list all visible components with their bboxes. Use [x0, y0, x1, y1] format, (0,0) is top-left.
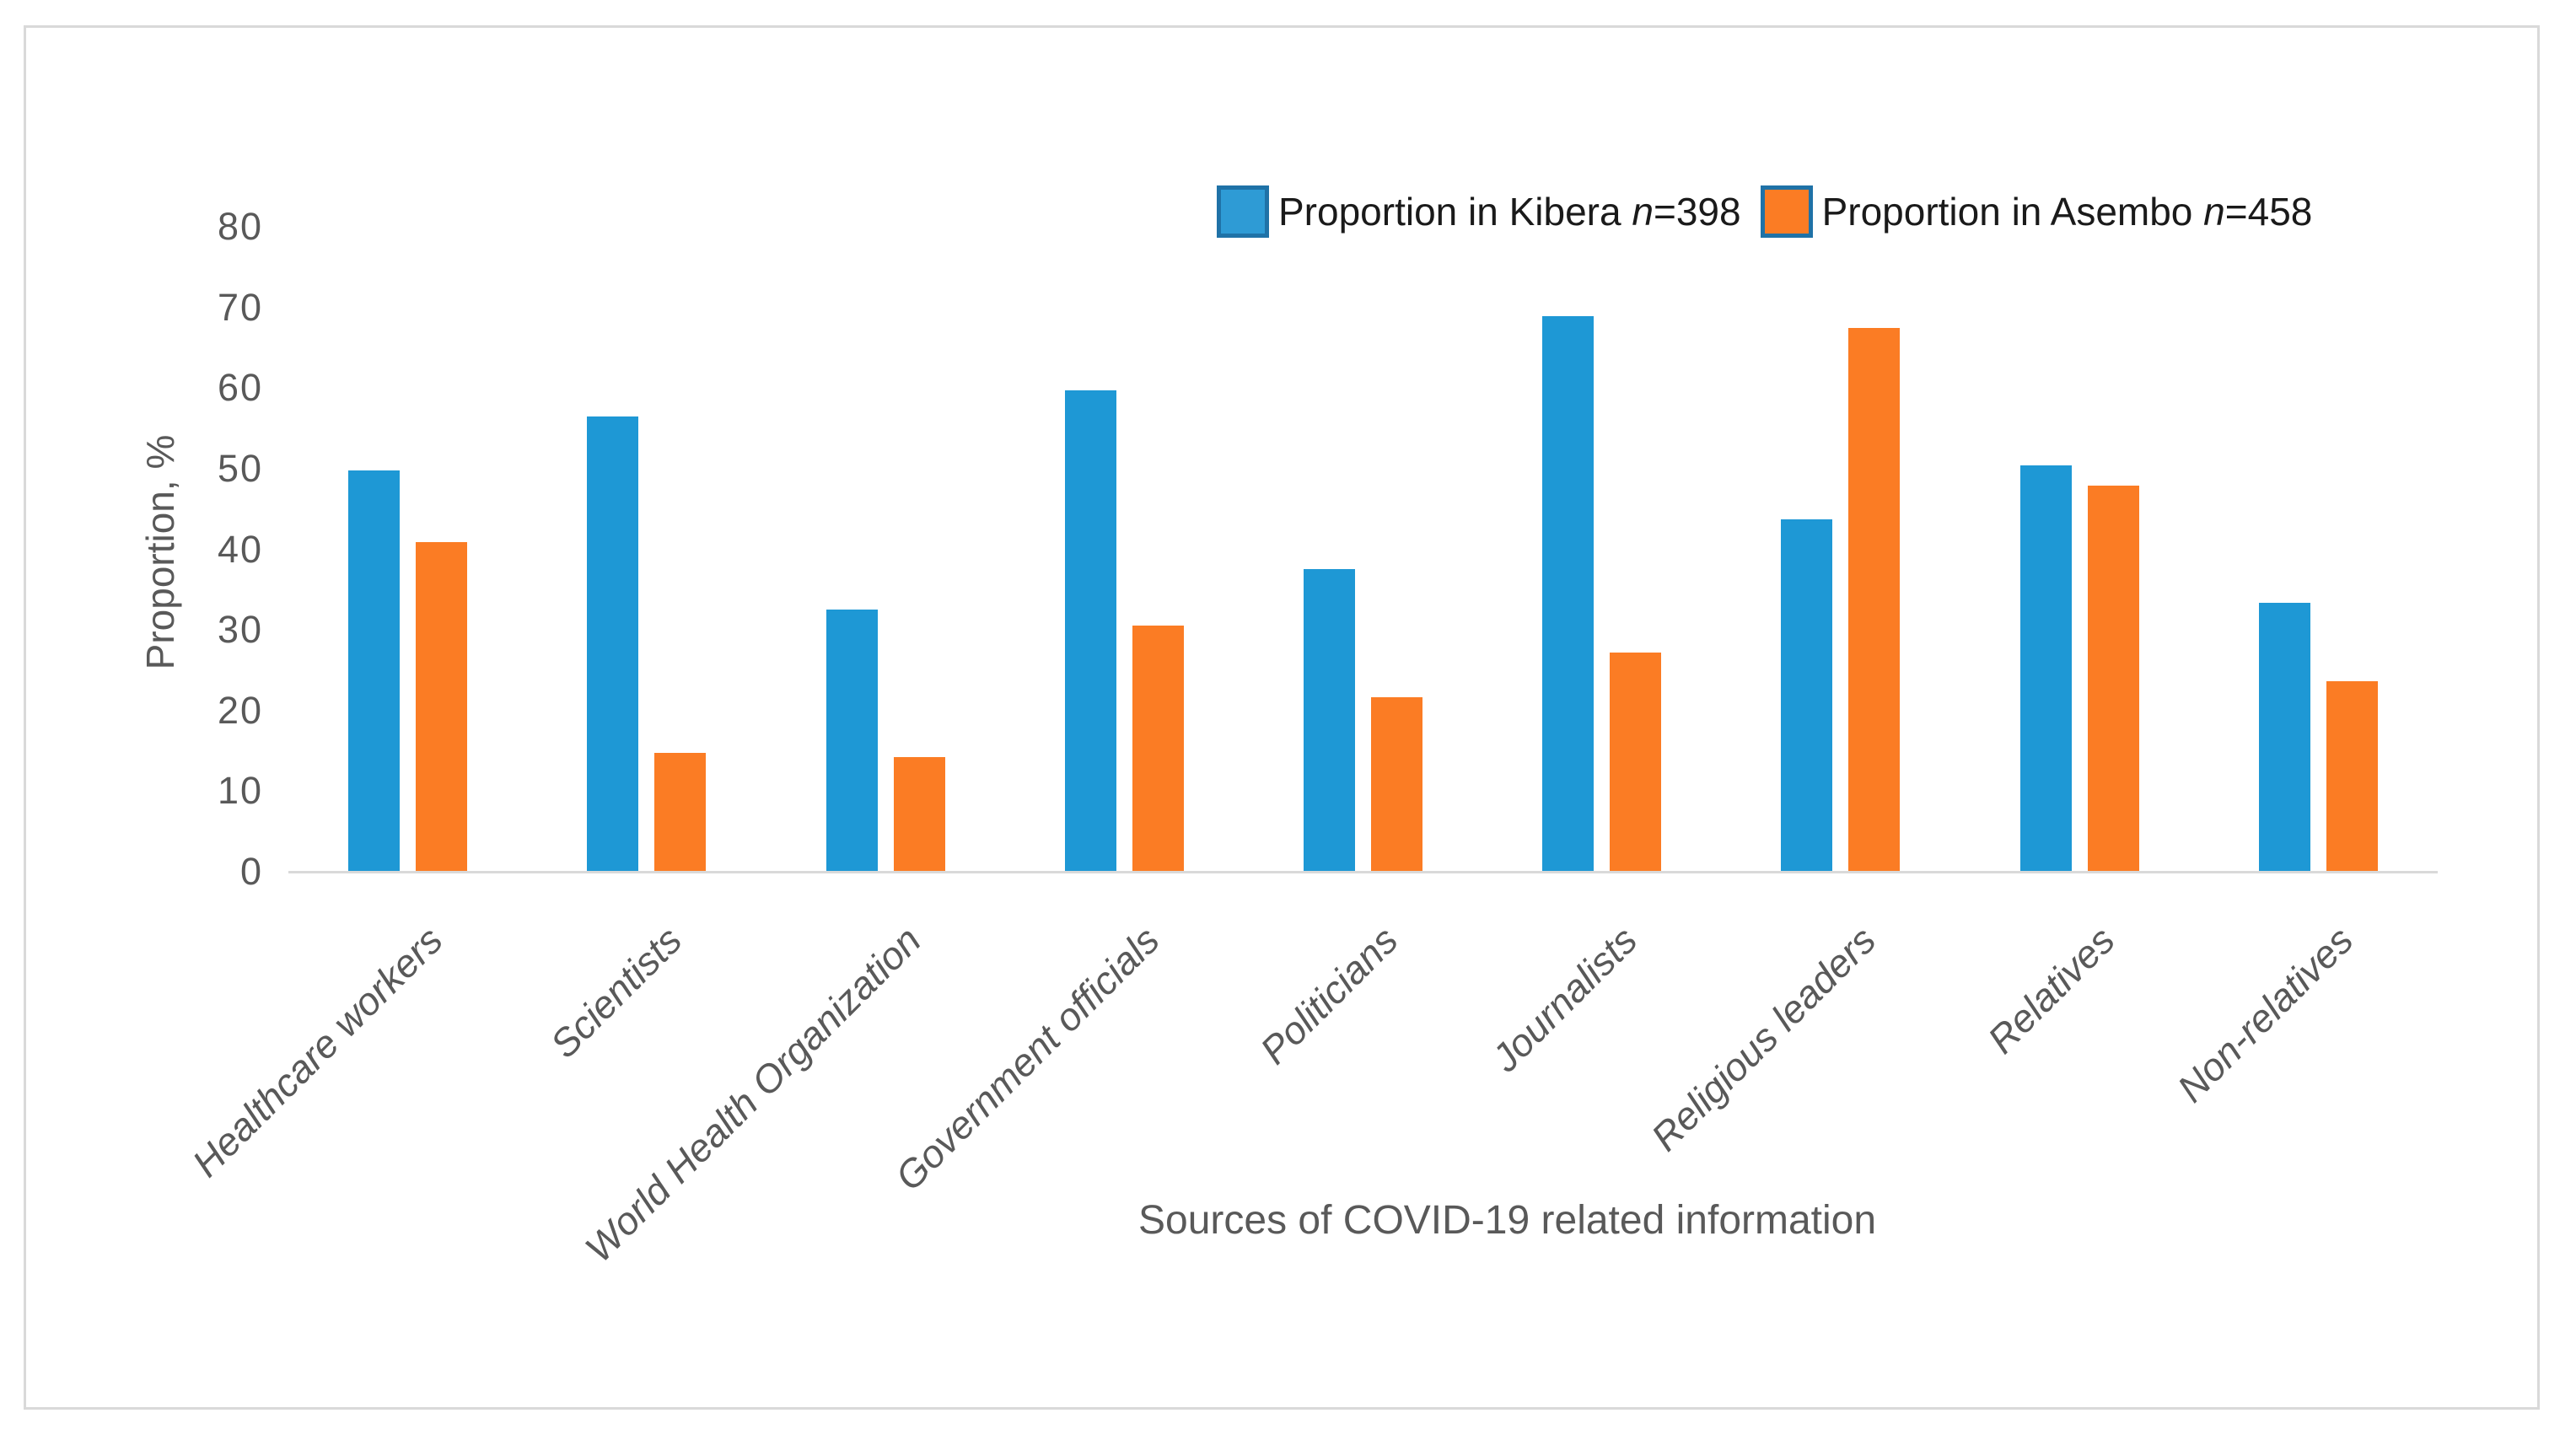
legend-label-asembo: Proportion in Asembo n=458 — [1821, 190, 2313, 234]
bar-kibera-healthcare-workers — [348, 470, 401, 871]
legend-swatch-asembo — [1760, 185, 1813, 238]
bar-kibera-government-officials — [1064, 390, 1116, 871]
bar-asembo-politicians — [1370, 697, 1422, 871]
bar-group-scientists — [527, 226, 766, 871]
bar-group-non-relatives — [2199, 226, 2438, 871]
x-axis-title: Sources of COVID-19 related information — [1138, 1198, 1877, 1243]
legend-n-symbol-kibera: n — [1632, 190, 1654, 234]
y-tick-70: 70 — [217, 285, 263, 329]
bar-group-politicians — [1244, 226, 1482, 871]
y-tick-20: 20 — [217, 688, 263, 732]
bar-group-world-health-organization — [766, 226, 1004, 871]
legend-item-kibera: Proportion in Kibera n=398 — [1217, 185, 1741, 238]
legend-item-asembo: Proportion in Asembo n=458 — [1760, 185, 2313, 238]
bar-asembo-journalists — [1610, 652, 1662, 871]
y-tick-50: 50 — [217, 446, 263, 490]
bar-asembo-scientists — [654, 753, 707, 871]
bar-group-relatives — [1960, 226, 2199, 871]
y-tick-30: 30 — [217, 608, 263, 652]
bar-kibera-world-health-organization — [826, 610, 878, 871]
bar-group-religious-leaders — [1721, 226, 1960, 871]
bar-asembo-religious-leaders — [1848, 327, 1901, 871]
bar-asembo-world-health-organization — [893, 757, 945, 871]
bar-asembo-relatives — [2087, 485, 2139, 871]
bar-group-journalists — [1482, 226, 1721, 871]
bar-asembo-non-relatives — [2326, 681, 2378, 871]
figure-border — [24, 25, 2540, 1410]
y-tick-80: 80 — [217, 205, 263, 248]
y-tick-60: 60 — [217, 366, 263, 410]
bar-kibera-scientists — [587, 416, 639, 871]
bar-kibera-journalists — [1542, 316, 1595, 871]
bar-group-healthcare-workers — [288, 226, 527, 871]
bar-asembo-healthcare-workers — [416, 541, 468, 871]
bar-kibera-relatives — [2019, 465, 2072, 871]
y-tick-10: 10 — [217, 769, 263, 813]
legend-label-kibera: Proportion in Kibera n=398 — [1278, 190, 1741, 234]
bar-asembo-government-officials — [1132, 626, 1184, 871]
y-tick-40: 40 — [217, 527, 263, 571]
bar-kibera-politicians — [1303, 569, 1355, 871]
bar-group-government-officials — [1005, 226, 1244, 871]
plot-area — [288, 226, 2438, 873]
legend-n-symbol-asembo: n — [2203, 190, 2225, 234]
bar-kibera-non-relatives — [2258, 602, 2310, 871]
legend-swatch-kibera — [1217, 185, 1269, 238]
y-tick-0: 0 — [239, 850, 263, 893]
legend: Proportion in Kibera n=398 Proportion in … — [1217, 185, 2312, 238]
bar-kibera-religious-leaders — [1781, 519, 1833, 871]
